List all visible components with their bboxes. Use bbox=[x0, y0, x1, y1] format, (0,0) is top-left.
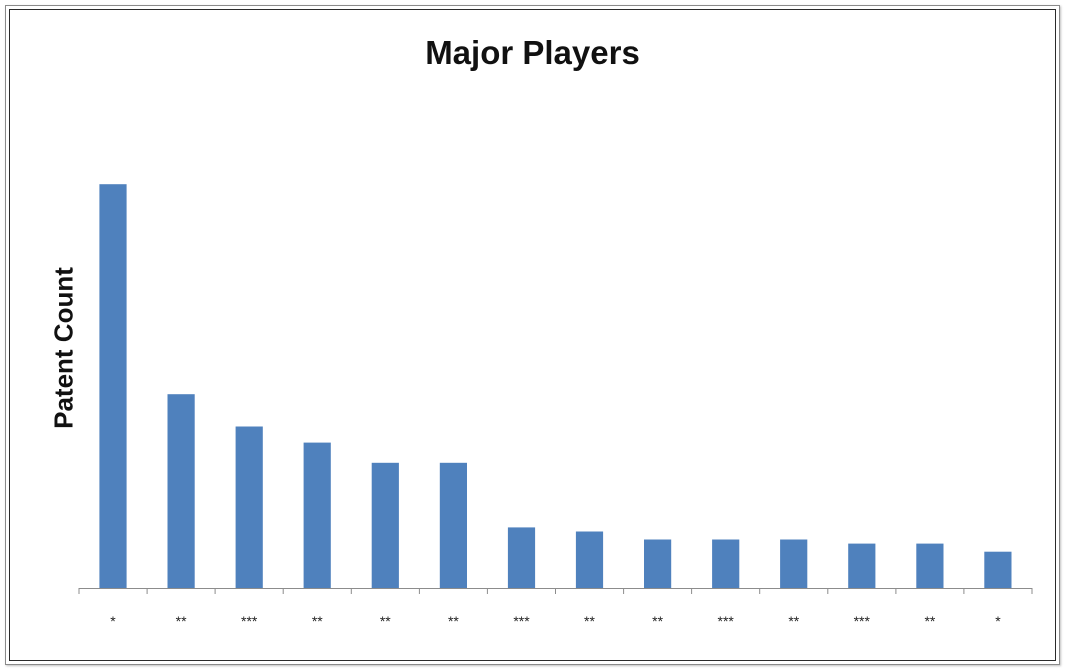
x-tick-label-7: *** bbox=[513, 613, 530, 629]
bar-6 bbox=[439, 462, 467, 588]
bars-group bbox=[99, 184, 1012, 588]
bar-2 bbox=[167, 394, 195, 588]
bar-9 bbox=[644, 539, 672, 588]
x-tick-label-4: ** bbox=[312, 613, 323, 629]
bar-1 bbox=[99, 184, 127, 588]
x-tick-label-13: ** bbox=[924, 613, 935, 629]
x-axis-group bbox=[78, 588, 1033, 594]
bar-5 bbox=[371, 462, 399, 588]
bar-10 bbox=[712, 539, 740, 588]
bar-12 bbox=[848, 543, 876, 588]
bar-7 bbox=[507, 527, 536, 588]
x-tick-label-12: *** bbox=[854, 613, 871, 629]
x-tick-label-11: ** bbox=[788, 613, 799, 629]
bar-13 bbox=[916, 543, 944, 588]
x-tick-label-5: ** bbox=[380, 613, 391, 629]
bar-3 bbox=[235, 426, 263, 588]
x-tick-label-14: * bbox=[995, 613, 1001, 629]
x-tick-label-2: ** bbox=[176, 613, 187, 629]
x-tick-label-9: ** bbox=[652, 613, 663, 629]
x-tick-label-8: ** bbox=[584, 613, 595, 629]
x-tick-label-6: ** bbox=[448, 613, 459, 629]
x-tick-label-1: * bbox=[110, 613, 116, 629]
x-tick-label-3: *** bbox=[241, 613, 258, 629]
bar-14 bbox=[984, 551, 1012, 588]
bar-11 bbox=[780, 539, 808, 588]
bar-8 bbox=[575, 531, 604, 588]
bar-4 bbox=[303, 442, 331, 588]
chart-title: Major Players bbox=[425, 34, 640, 71]
chart-inner-frame bbox=[9, 9, 1056, 661]
x-tick-labels-group: * ** *** ** ** ** *** ** ** *** ** *** ** * bbox=[110, 613, 1001, 629]
x-tick-label-10: *** bbox=[718, 613, 735, 629]
